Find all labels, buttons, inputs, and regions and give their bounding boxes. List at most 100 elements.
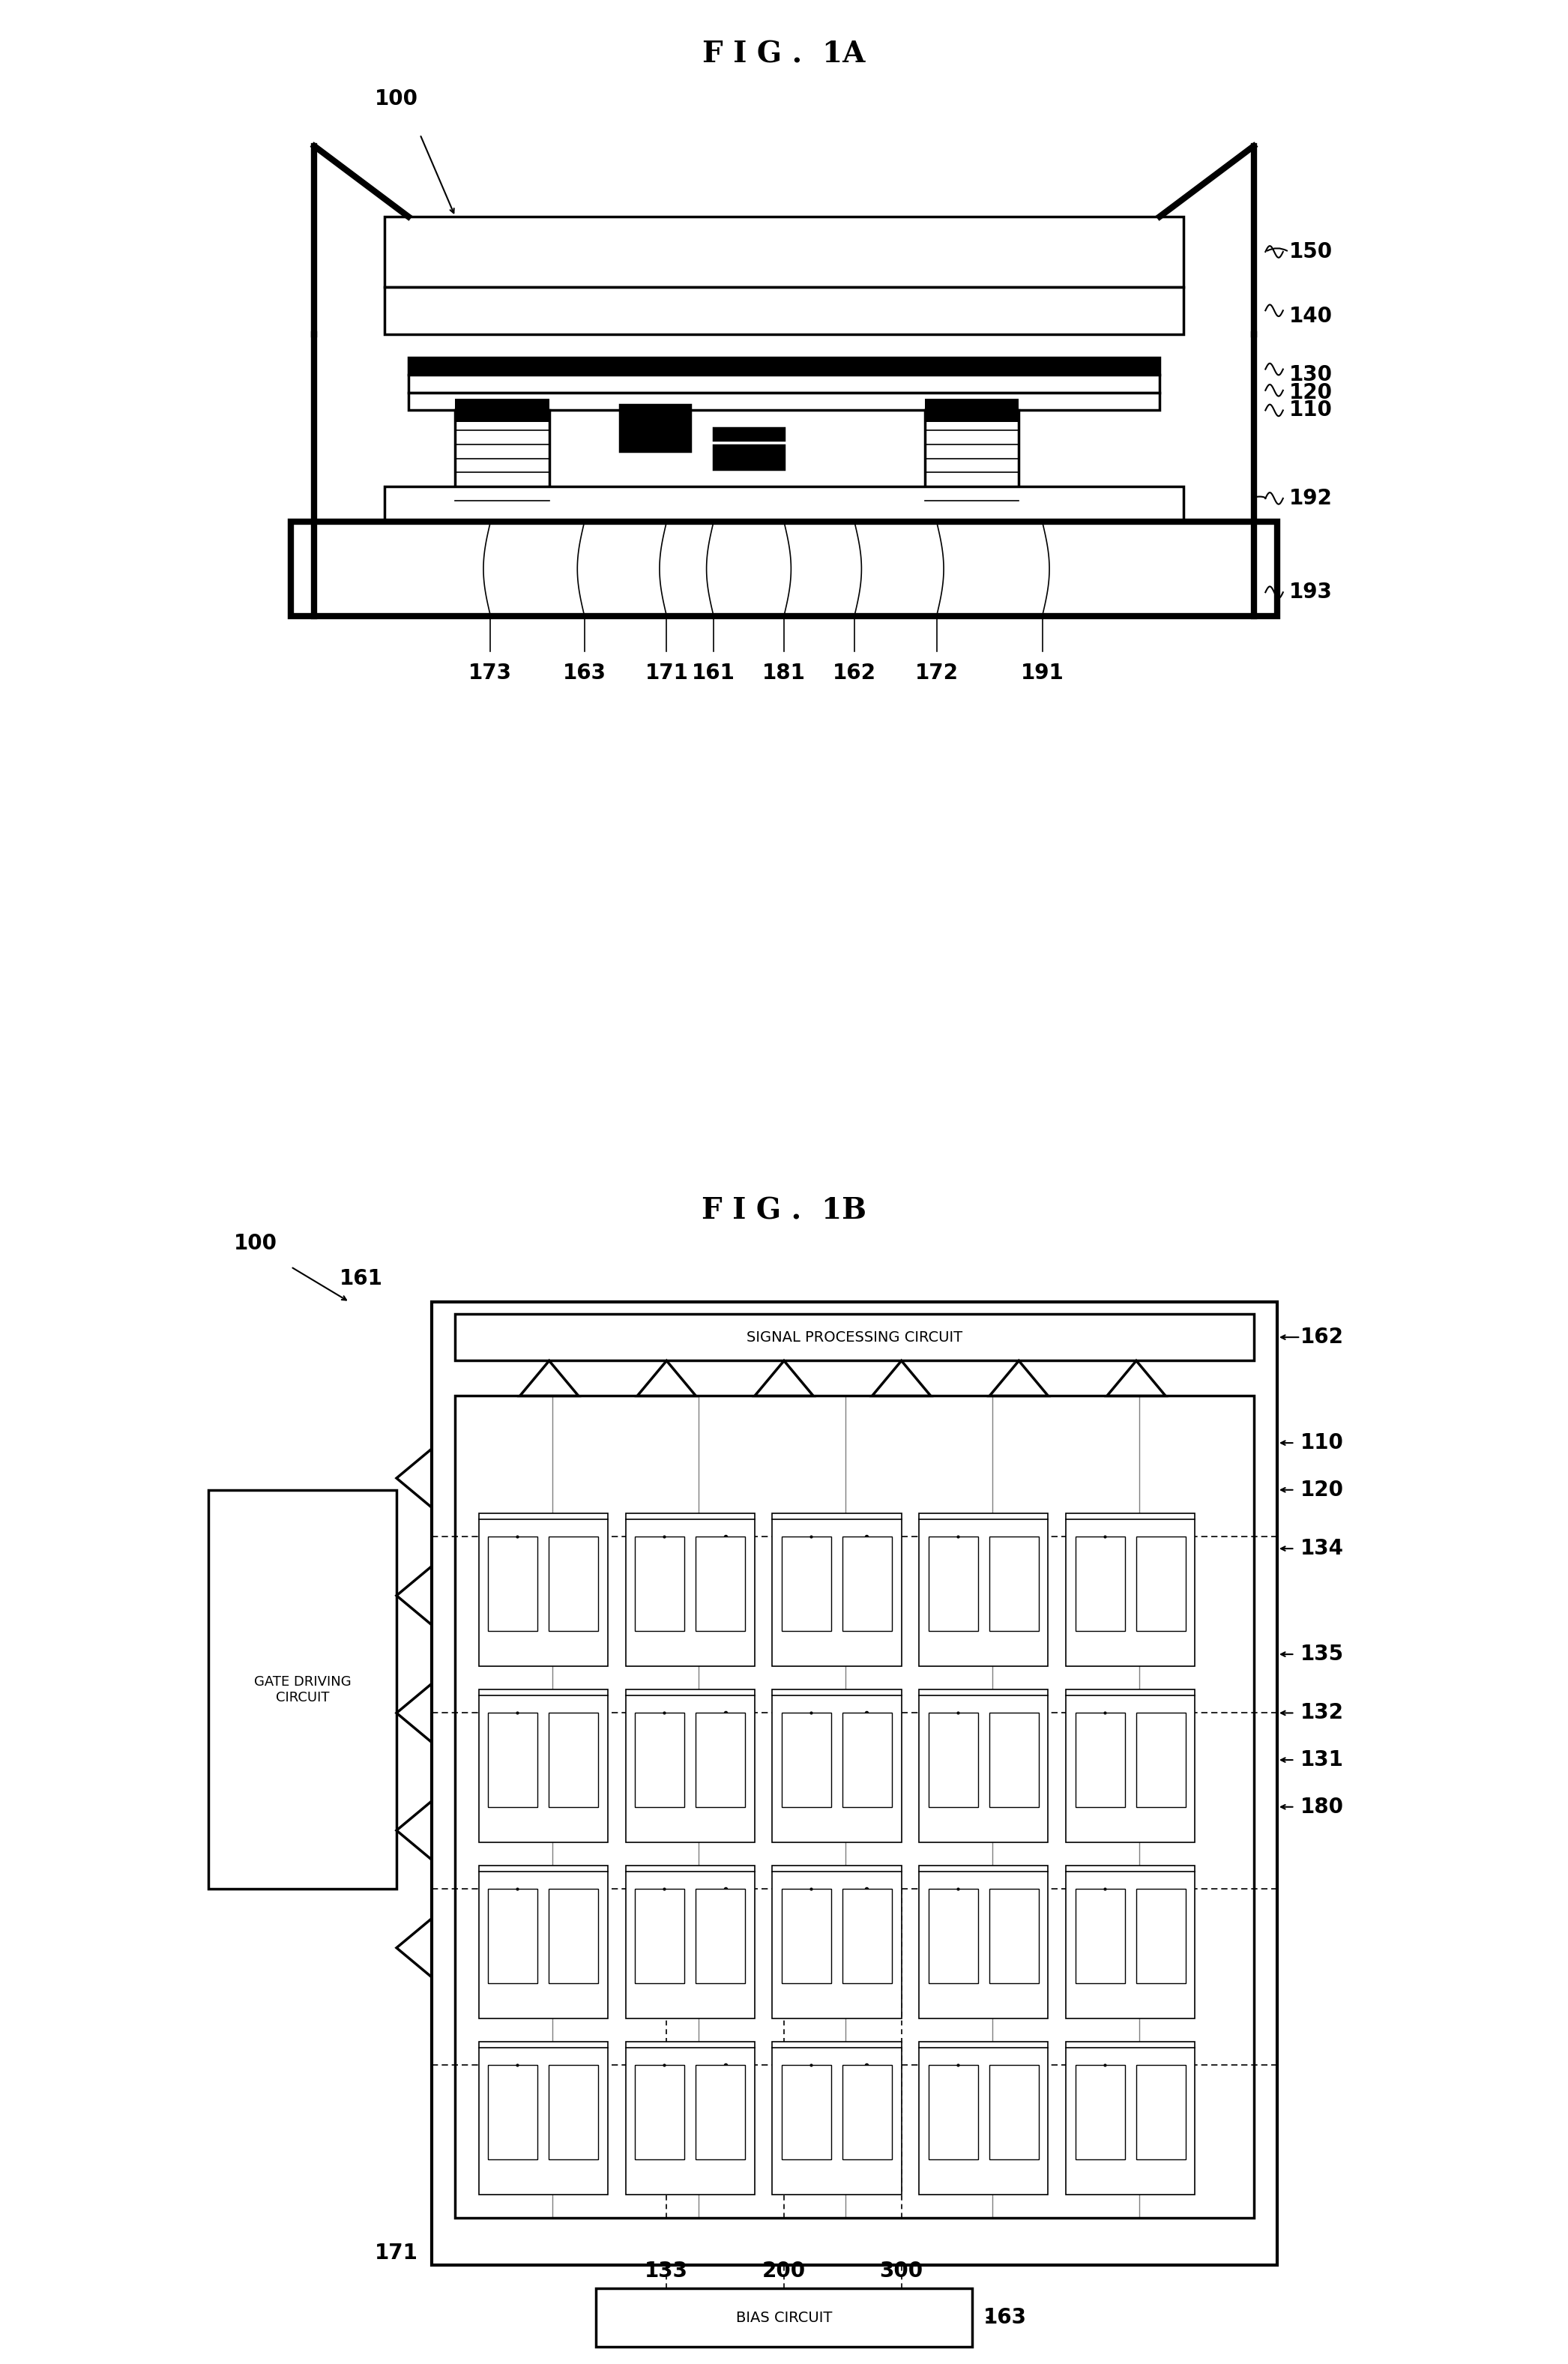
Bar: [696, 1537, 745, 1631]
Text: BIAS CIRCUIT: BIAS CIRCUIT: [735, 2310, 833, 2324]
Text: 163: 163: [563, 662, 607, 683]
Bar: [1135, 1714, 1185, 1806]
Text: 110: 110: [1289, 400, 1333, 421]
Text: 162: 162: [833, 662, 877, 683]
Text: 300: 300: [880, 2260, 924, 2281]
Bar: [782, 2066, 831, 2158]
Bar: [989, 1537, 1038, 1631]
Bar: [1076, 1714, 1124, 1806]
Bar: [782, 1537, 831, 1631]
Bar: [478, 1690, 608, 1842]
Bar: [842, 1889, 892, 1983]
FancyBboxPatch shape: [384, 217, 1184, 286]
Bar: [928, 2066, 978, 2158]
Bar: [1066, 1865, 1195, 2019]
Text: GATE DRIVING
CIRCUIT: GATE DRIVING CIRCUIT: [254, 1676, 351, 1704]
Text: 200: 200: [762, 2260, 806, 2281]
Bar: [408, 357, 1160, 376]
Bar: [549, 2066, 599, 2158]
Text: 161: 161: [691, 662, 735, 683]
Bar: [928, 1714, 978, 1806]
Bar: [696, 1889, 745, 1983]
Bar: [209, 1489, 397, 1889]
Bar: [1076, 1537, 1124, 1631]
Text: 110: 110: [1300, 1433, 1344, 1454]
Text: 161: 161: [340, 1267, 383, 1288]
Bar: [619, 404, 690, 452]
Bar: [1076, 1889, 1124, 1983]
Bar: [290, 522, 1278, 615]
Bar: [455, 400, 549, 423]
Bar: [488, 2066, 538, 2158]
Bar: [626, 1690, 754, 1842]
Bar: [919, 1513, 1047, 1667]
Bar: [549, 1537, 599, 1631]
Text: 180: 180: [1300, 1797, 1344, 1818]
Bar: [842, 1537, 892, 1631]
Text: 132: 132: [1300, 1702, 1344, 1723]
Text: 162: 162: [1300, 1326, 1344, 1347]
Bar: [626, 1865, 754, 2019]
Bar: [1066, 1690, 1195, 1842]
Bar: [635, 2066, 685, 2158]
Bar: [635, 1889, 685, 1983]
Text: 192: 192: [1289, 487, 1333, 508]
Polygon shape: [1160, 147, 1254, 217]
Bar: [1076, 2066, 1124, 2158]
Bar: [773, 1865, 902, 2019]
Text: 193: 193: [1289, 582, 1333, 603]
FancyBboxPatch shape: [384, 286, 1184, 333]
Bar: [488, 1889, 538, 1983]
Bar: [782, 1714, 831, 1806]
Text: 131: 131: [1300, 1749, 1344, 1771]
Text: F I G .  1B: F I G . 1B: [701, 1196, 867, 1225]
Bar: [431, 1303, 1278, 2265]
Bar: [596, 2288, 972, 2347]
Bar: [1135, 1889, 1185, 1983]
Bar: [626, 2042, 754, 2194]
Bar: [773, 1690, 902, 1842]
Bar: [696, 2066, 745, 2158]
Text: 191: 191: [1021, 662, 1065, 683]
Bar: [408, 392, 1160, 411]
Bar: [488, 1537, 538, 1631]
Text: 163: 163: [983, 2307, 1027, 2329]
Text: 150: 150: [1289, 241, 1333, 262]
Bar: [928, 1889, 978, 1983]
Bar: [549, 1889, 599, 1983]
Text: 172: 172: [914, 662, 958, 683]
Bar: [842, 1714, 892, 1806]
Text: 181: 181: [762, 662, 806, 683]
Bar: [1066, 1513, 1195, 1667]
Bar: [919, 2042, 1047, 2194]
Bar: [989, 2066, 1038, 2158]
Bar: [928, 1537, 978, 1631]
Text: 130: 130: [1289, 364, 1333, 385]
Bar: [919, 1690, 1047, 1842]
Bar: [925, 400, 1019, 423]
Bar: [455, 411, 549, 515]
Bar: [989, 1714, 1038, 1806]
Text: 120: 120: [1289, 383, 1333, 404]
Text: 140: 140: [1289, 305, 1333, 326]
Text: 173: 173: [469, 662, 513, 683]
Text: 133: 133: [644, 2260, 688, 2281]
Text: 100: 100: [234, 1232, 278, 1253]
Bar: [478, 2042, 608, 2194]
Bar: [408, 376, 1160, 392]
Polygon shape: [314, 147, 408, 217]
Bar: [626, 1513, 754, 1667]
Text: 100: 100: [375, 87, 419, 109]
Text: 171: 171: [375, 2243, 419, 2265]
Bar: [773, 2042, 902, 2194]
Bar: [549, 1714, 599, 1806]
Bar: [478, 1513, 608, 1667]
Text: 134: 134: [1300, 1539, 1344, 1560]
Bar: [635, 1537, 685, 1631]
Text: 120: 120: [1300, 1480, 1344, 1501]
Text: F I G .  1A: F I G . 1A: [702, 40, 866, 69]
Bar: [1066, 2042, 1195, 2194]
Bar: [925, 411, 1019, 515]
Bar: [478, 1865, 608, 2019]
Bar: [635, 1714, 685, 1806]
